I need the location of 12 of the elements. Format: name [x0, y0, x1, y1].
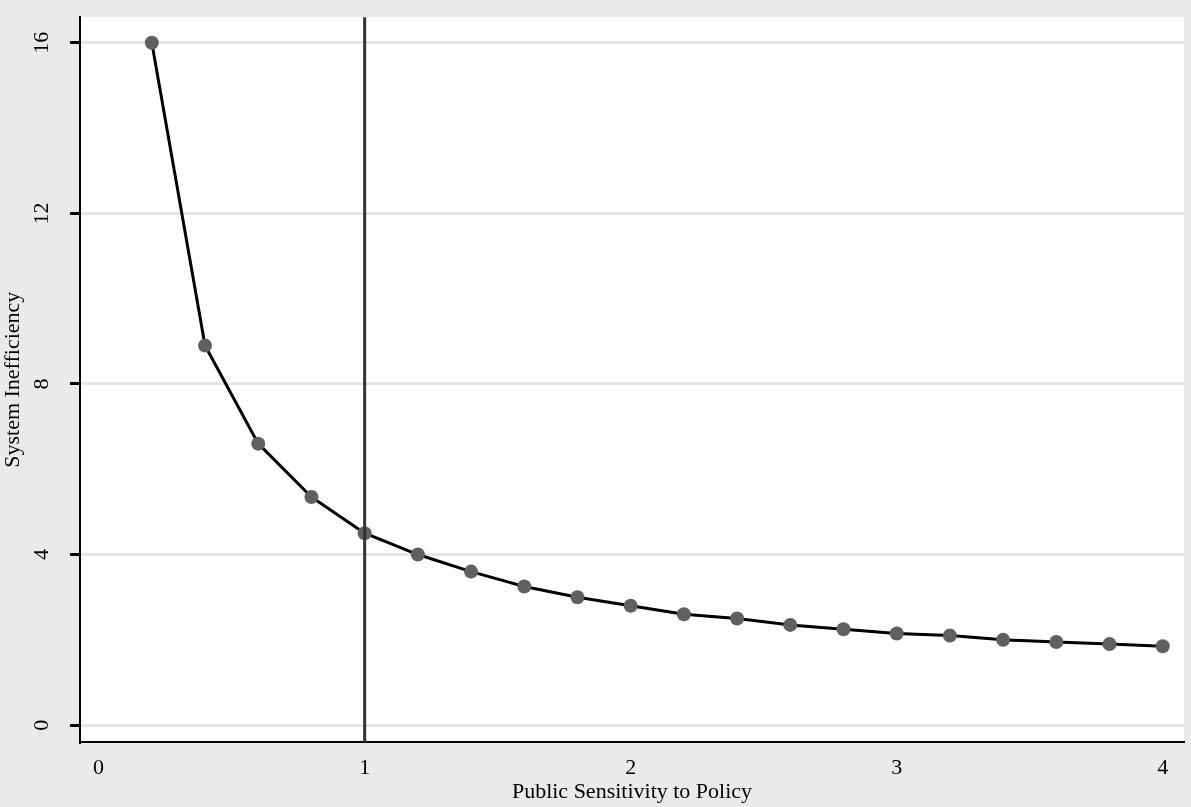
y-tick-label: 4	[27, 549, 53, 561]
x-tick-label: 3	[891, 754, 903, 780]
x-tick-label: 2	[625, 754, 637, 780]
x-tick-label: 4	[1157, 754, 1169, 780]
y-axis-title: System Inefficiency	[0, 291, 24, 468]
y-tick-label: 0	[27, 719, 53, 731]
y-tick-label: 12	[27, 202, 53, 225]
x-axis-title: Public Sensitivity to Policy	[511, 777, 753, 803]
x-tick-label: 0	[93, 754, 105, 780]
y-tick-label: 8	[27, 378, 53, 390]
x-tick-label: 1	[359, 754, 371, 780]
y-tick-label: 16	[27, 31, 53, 54]
